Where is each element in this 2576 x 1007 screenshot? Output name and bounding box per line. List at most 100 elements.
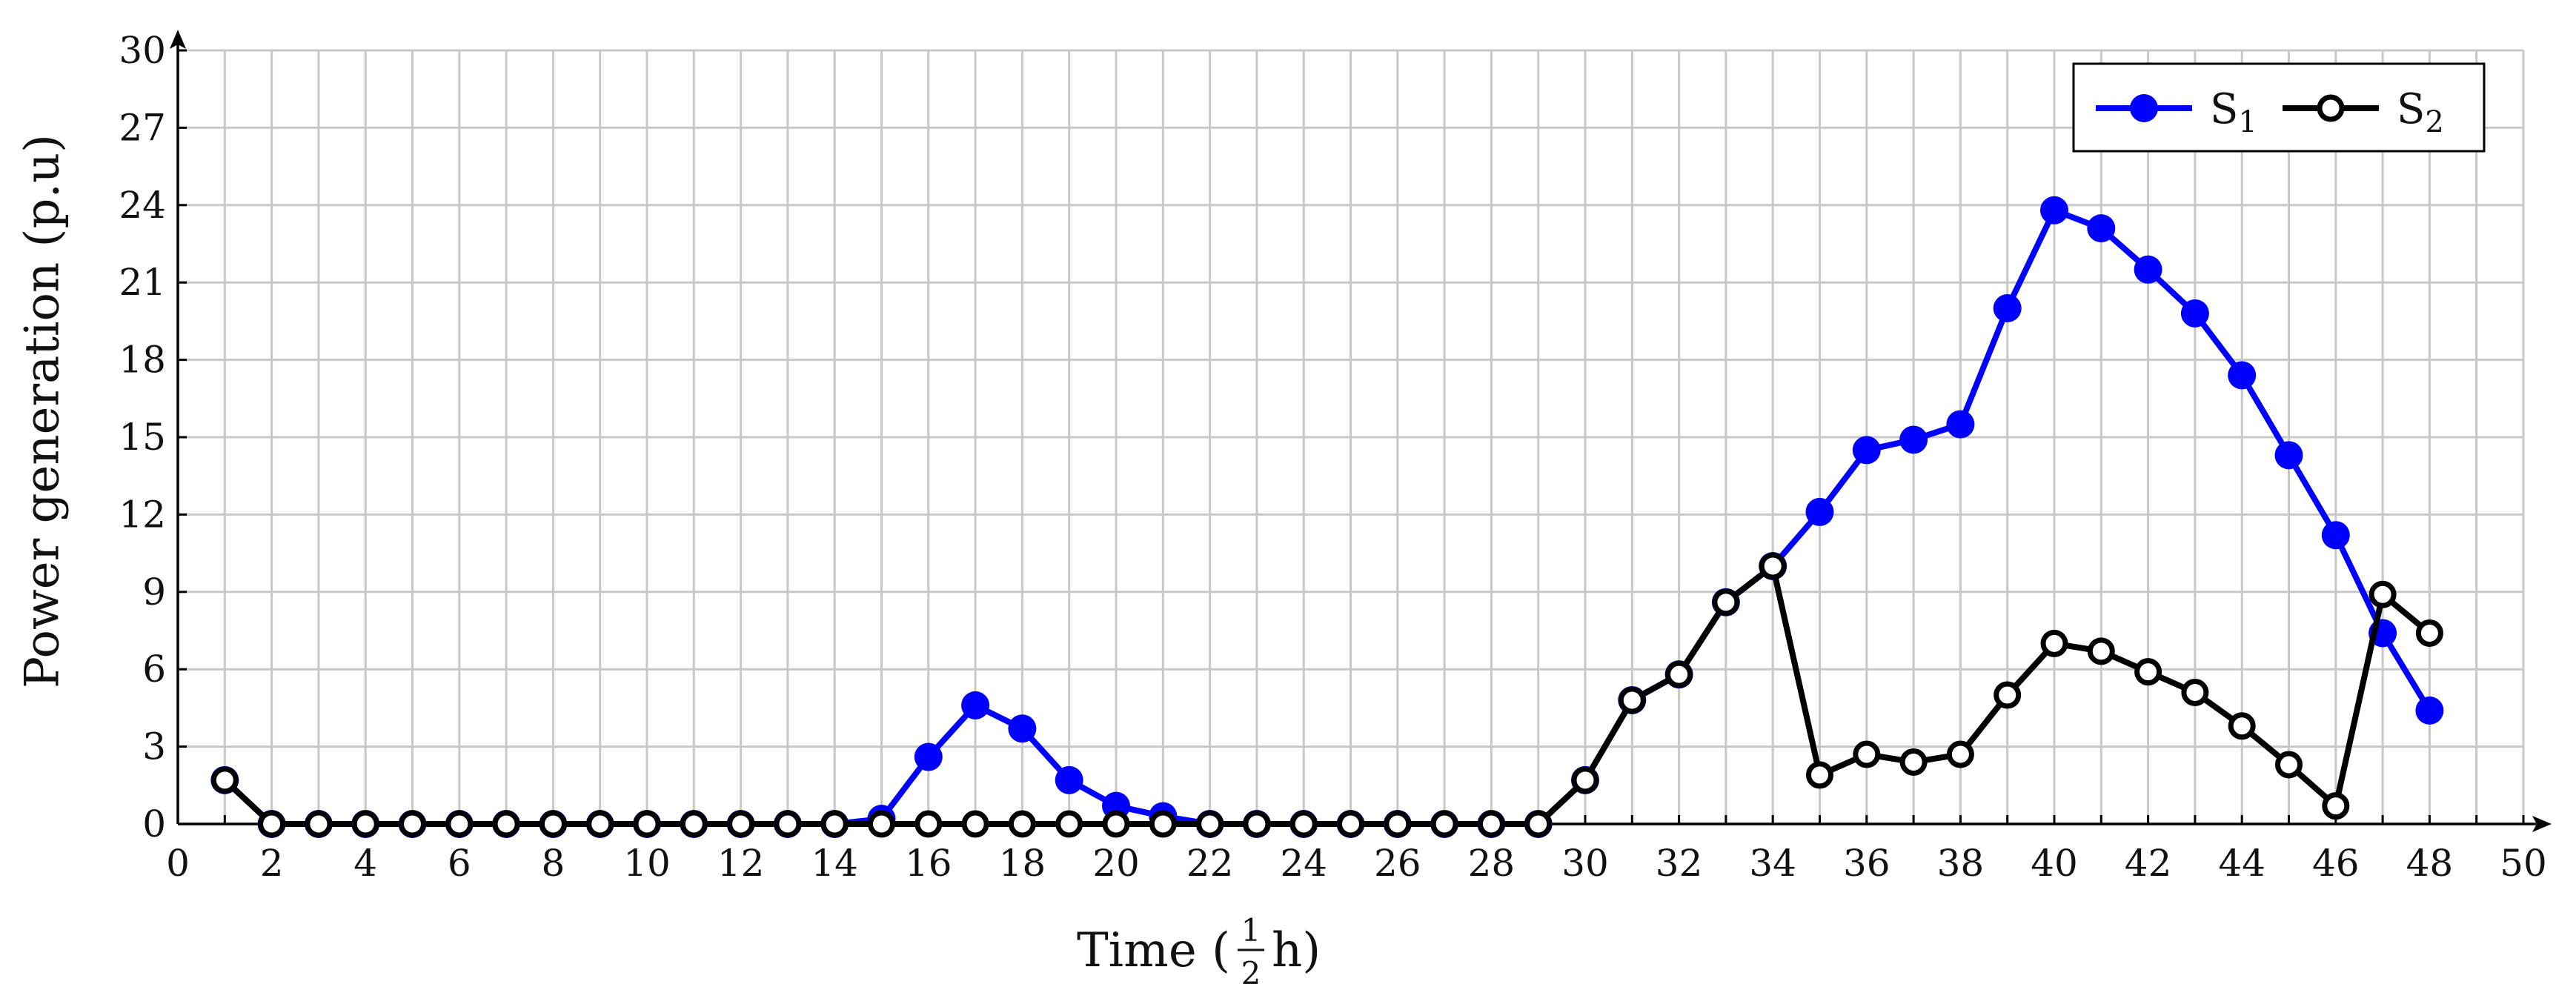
data-point-s2: [305, 810, 333, 838]
data-point-s2: [1008, 810, 1036, 838]
data-point-s2: [2087, 637, 2115, 665]
data-point-s2: [727, 810, 755, 838]
x-tick-label: 20: [1092, 842, 1140, 885]
data-point-s2: [2275, 751, 2303, 779]
data-point-s2: [1055, 810, 1083, 838]
x-tick-label: 50: [2500, 842, 2547, 885]
series-1: [210, 196, 2444, 838]
data-point-s2: [351, 810, 379, 838]
data-point-s1: [961, 691, 990, 719]
data-point-s1: [2087, 214, 2116, 243]
data-point-s2: [1149, 810, 1177, 838]
x-tick-label: 18: [999, 842, 1046, 885]
data-point-s2: [820, 810, 849, 838]
data-point-s2: [258, 810, 286, 838]
data-point-s2: [2415, 619, 2443, 647]
legend-label-s2: S2: [2397, 85, 2444, 139]
data-point-s2: [1243, 810, 1271, 838]
data-point-s1: [2180, 299, 2209, 328]
y-tick-label: 12: [119, 493, 166, 536]
x-tick-label: 10: [623, 842, 671, 885]
data-point-s2: [1102, 810, 1130, 838]
data-point-s2: [1524, 810, 1553, 838]
legend-label-s1: S1: [2210, 85, 2257, 139]
x-axis-arrow: [2532, 816, 2552, 832]
series-group: [210, 196, 2444, 838]
data-point-s2: [399, 810, 426, 838]
x-tick-label: 34: [1749, 842, 1796, 885]
data-point-s2: [1994, 681, 2022, 709]
data-point-s2: [1289, 810, 1318, 838]
data-point-s2: [1759, 552, 1787, 580]
x-axis-fraction-numerator: 1: [1241, 912, 1261, 948]
data-point-s1: [2228, 361, 2257, 390]
series-line-2: [222, 563, 2431, 827]
y-tick-label: 3: [142, 725, 166, 768]
x-tick-label: 28: [1468, 842, 1516, 885]
y-tick-label: 0: [142, 802, 166, 845]
x-tick-label: 14: [811, 842, 858, 885]
y-tick-label: 24: [119, 184, 166, 227]
data-point-s2: [680, 810, 708, 838]
x-tick-label: 32: [1656, 842, 1703, 885]
data-point-s2: [633, 810, 661, 838]
data-point-s1: [914, 742, 943, 771]
x-tick-label: 12: [717, 842, 765, 885]
y-tick-labels: 0 3 6 9 12 15 18 21 24 27 30: [119, 29, 166, 845]
data-point-s2: [2228, 712, 2256, 740]
x-tick-label: 42: [2125, 842, 2172, 885]
x-tick-label: 22: [1186, 842, 1234, 885]
y-tick-label: 27: [119, 106, 166, 149]
x-axis-title: Time ( 1 2 h): [1077, 912, 1321, 991]
data-point-s2: [2368, 580, 2397, 608]
data-point-s1: [1852, 436, 1881, 465]
data-point-s2: [1899, 748, 1928, 776]
data-point-s1: [1946, 410, 1975, 439]
x-tick-label: 26: [1374, 842, 1421, 885]
y-tick-label: 30: [119, 29, 166, 72]
data-point-s2: [2181, 679, 2209, 707]
data-point-s2: [2040, 629, 2068, 657]
data-point-s1: [1805, 497, 1834, 526]
x-tick-label: 0: [166, 842, 190, 885]
x-tick-label: 8: [541, 842, 565, 885]
data-point-s2: [1665, 660, 1693, 688]
grid-lines: [176, 49, 2525, 825]
data-point-s2: [1384, 810, 1412, 838]
x-tick-label: 4: [353, 842, 377, 885]
x-tick-label: 46: [2312, 842, 2360, 885]
data-point-s2: [1430, 810, 1458, 838]
data-point-s1: [1055, 765, 1083, 794]
x-axis-title-end: h): [1272, 923, 1321, 978]
y-tick-label: 15: [119, 416, 166, 459]
y-axis-arrow: [170, 30, 186, 49]
x-tick-labels: 0 2 4 6 8 10 12 14 16 18 20 22 24 26 28 30 32 34 36 38 40 42 4…: [166, 842, 2547, 885]
legend: S1 S2: [2072, 62, 2486, 153]
data-point-s2: [1571, 766, 1599, 794]
data-point-s2: [868, 810, 895, 838]
series-line-1: [222, 207, 2432, 827]
data-point-s2: [961, 810, 989, 838]
data-point-s1: [2274, 441, 2303, 470]
y-axis-title: Power generation (p.u): [16, 134, 70, 688]
data-point-s1: [2415, 696, 2444, 725]
x-tick-label: 30: [1561, 842, 1609, 885]
data-point-s2: [2322, 792, 2350, 820]
data-point-s2: [1946, 740, 1974, 768]
data-point-s2: [2134, 658, 2162, 686]
data-point-s2: [774, 810, 802, 838]
x-tick-label: 24: [1280, 842, 1327, 885]
series-2: [210, 552, 2443, 838]
data-point-s1: [1993, 294, 2022, 322]
data-point-s2: [1712, 588, 1740, 617]
x-tick-label: 16: [905, 842, 952, 885]
data-point-s2: [1806, 761, 1833, 789]
data-point-s1: [2040, 196, 2068, 225]
data-point-s2: [586, 810, 614, 838]
x-tick-label: 2: [260, 842, 284, 885]
y-tick-label: 9: [142, 571, 166, 614]
legend-marker-s1: [2130, 94, 2158, 122]
x-tick-label: 38: [1937, 842, 1985, 885]
y-tick-label: 18: [119, 339, 166, 382]
